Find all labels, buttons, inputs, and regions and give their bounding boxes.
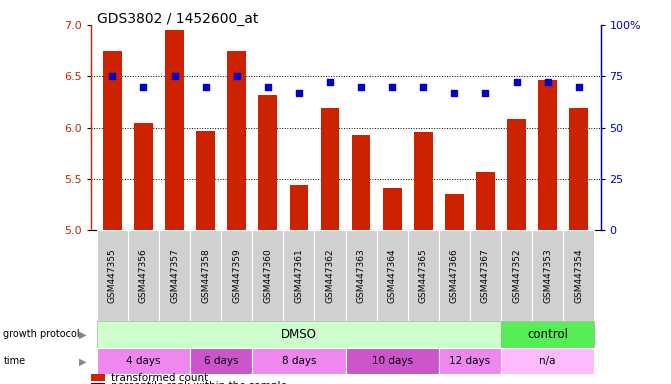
Point	[511, 79, 522, 86]
Text: GSM447367: GSM447367	[481, 248, 490, 303]
Bar	[290, 185, 308, 230]
Text: GSM447357: GSM447357	[170, 248, 179, 303]
Text: time: time	[3, 356, 25, 366]
Bar	[501, 321, 595, 348]
Bar	[103, 51, 121, 230]
Text: GDS3802 / 1452600_at: GDS3802 / 1452600_at	[97, 12, 258, 25]
Point	[387, 84, 398, 90]
Bar	[134, 122, 153, 230]
Text: GSM447352: GSM447352	[512, 248, 521, 303]
Text: GSM447359: GSM447359	[232, 248, 242, 303]
Point	[449, 90, 460, 96]
Text: GSM447353: GSM447353	[544, 248, 552, 303]
Text: GSM447365: GSM447365	[419, 248, 428, 303]
Text: GSM447360: GSM447360	[263, 248, 272, 303]
Bar	[376, 230, 408, 321]
Bar	[321, 108, 340, 230]
Bar	[439, 348, 501, 374]
Text: growth protocol: growth protocol	[3, 329, 80, 339]
Bar	[91, 383, 105, 384]
Text: GSM447362: GSM447362	[325, 248, 335, 303]
Point	[231, 73, 242, 79]
Bar	[563, 230, 595, 321]
Bar	[414, 132, 433, 230]
Bar	[190, 230, 221, 321]
Point	[107, 73, 117, 79]
Text: ▶: ▶	[79, 329, 87, 339]
Bar	[470, 230, 501, 321]
Text: GSM447356: GSM447356	[139, 248, 148, 303]
Point	[138, 84, 149, 90]
Bar	[91, 374, 105, 381]
Text: transformed count: transformed count	[111, 373, 208, 383]
Bar	[439, 230, 470, 321]
Bar	[532, 230, 563, 321]
Text: GSM447354: GSM447354	[574, 248, 583, 303]
Point	[574, 84, 584, 90]
Point	[325, 79, 336, 86]
Bar	[501, 348, 595, 374]
Bar	[538, 80, 557, 230]
Bar	[283, 230, 315, 321]
Bar	[165, 30, 184, 230]
Text: DMSO: DMSO	[281, 328, 317, 341]
Point	[169, 73, 180, 79]
Bar	[252, 230, 283, 321]
Point	[262, 84, 273, 90]
Point	[356, 84, 366, 90]
Bar	[97, 321, 501, 348]
Point	[418, 84, 429, 90]
Point	[200, 84, 211, 90]
Text: 12 days: 12 days	[450, 356, 491, 366]
Text: GSM447364: GSM447364	[388, 248, 397, 303]
Point	[542, 79, 553, 86]
Bar	[252, 348, 346, 374]
Text: 10 days: 10 days	[372, 356, 413, 366]
Text: control: control	[527, 328, 568, 341]
Point	[480, 90, 491, 96]
Text: 8 days: 8 days	[282, 356, 316, 366]
Text: GSM447366: GSM447366	[450, 248, 459, 303]
Bar	[128, 230, 159, 321]
Bar	[445, 194, 464, 230]
Text: 4 days: 4 days	[126, 356, 160, 366]
Text: 6 days: 6 days	[204, 356, 238, 366]
Bar	[190, 348, 252, 374]
Bar	[346, 230, 376, 321]
Bar	[570, 108, 588, 230]
Bar	[501, 230, 532, 321]
Text: GSM447358: GSM447358	[201, 248, 210, 303]
Bar	[159, 230, 190, 321]
Text: percentile rank within the sample: percentile rank within the sample	[111, 381, 287, 384]
Bar	[97, 348, 190, 374]
Text: n/a: n/a	[539, 356, 556, 366]
Text: GSM447361: GSM447361	[295, 248, 303, 303]
Text: GSM447363: GSM447363	[356, 248, 366, 303]
Bar	[383, 188, 401, 230]
Bar	[476, 172, 495, 230]
Bar	[258, 95, 277, 230]
Bar	[346, 348, 439, 374]
Bar	[315, 230, 346, 321]
Text: GSM447355: GSM447355	[108, 248, 117, 303]
Bar	[197, 131, 215, 230]
Point	[293, 90, 304, 96]
Bar	[408, 230, 439, 321]
Text: ▶: ▶	[79, 356, 87, 366]
Bar	[221, 230, 252, 321]
Bar	[97, 230, 128, 321]
Bar	[352, 135, 370, 230]
Bar	[227, 51, 246, 230]
Bar	[507, 119, 526, 230]
